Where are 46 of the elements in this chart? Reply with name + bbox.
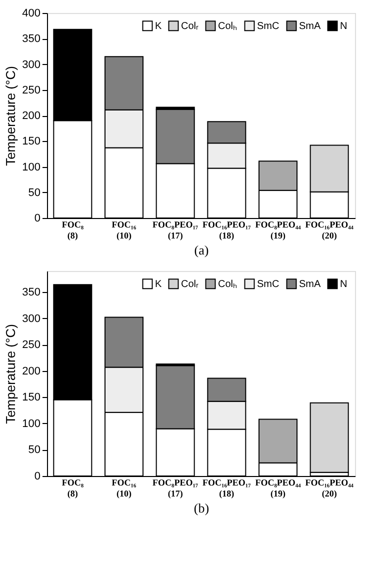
x-tick-label: FOC₁₆ (10) xyxy=(112,220,136,240)
y-tick-label: 300 xyxy=(22,312,40,325)
x-tick-label: FOC₁₆PEO₄₄ (20) xyxy=(305,220,354,240)
y-tick-label: 250 xyxy=(22,339,40,352)
legend-label: SmC xyxy=(257,278,280,290)
x-tick-label: FOC₈ (8) xyxy=(62,478,84,498)
y-tick-label: 350 xyxy=(22,286,40,299)
y-tick-label: 100 xyxy=(22,418,40,430)
y-tick-label: 400 xyxy=(22,8,40,20)
legend-label: N xyxy=(340,20,348,32)
x-axis-title: (b) xyxy=(194,500,210,516)
bar xyxy=(310,402,349,473)
x-tick-label: FOC₈PEO₄₄ (19) xyxy=(255,220,302,240)
x-tick-label: FOC₈ (8) xyxy=(62,220,84,240)
y-tick-label: 300 xyxy=(22,58,40,71)
x-tick-label: FOC₈PEO₄₄ (19) xyxy=(255,478,302,498)
y-tick-label: 250 xyxy=(22,84,40,96)
y-axis-title: Temperature (°C) xyxy=(3,324,18,424)
y-tick-label: 150 xyxy=(22,392,40,404)
x-axis-title: (a) xyxy=(194,242,209,258)
legend-label: Colᵣ xyxy=(181,20,200,32)
legend-label: SmC xyxy=(257,20,280,32)
legend-label: Colₕ xyxy=(218,20,238,32)
x-tick-label: FOC₁₆ (10) xyxy=(112,478,136,498)
legend-label: K xyxy=(155,278,162,290)
legend-label: K xyxy=(155,20,162,32)
y-tick-label: 200 xyxy=(22,365,40,378)
x-tick-label: FOC₁₆PEO₁₇ (18) xyxy=(202,220,252,240)
x-tick-label: FOC₁₆PEO₄₄ (20) xyxy=(305,478,354,498)
y-tick-label: 200 xyxy=(22,110,40,122)
x-tick-label: FOC₈PEO₁₇ (17) xyxy=(152,220,198,240)
y-tick-label: 0 xyxy=(34,470,40,482)
legend-label: Colᵣ xyxy=(181,278,200,290)
y-tick-label: 350 xyxy=(22,33,40,46)
legend-label: Colₕ xyxy=(218,278,238,290)
legend-label: N xyxy=(340,278,348,290)
x-tick-label: FOC₁₆PEO₁₇ (18) xyxy=(202,478,252,498)
y-tick-label: 150 xyxy=(22,136,40,148)
y-tick-label: 0 xyxy=(34,212,40,224)
y-tick-label: 50 xyxy=(28,186,40,199)
legend-label: SmA xyxy=(299,20,321,32)
y-tick-label: 100 xyxy=(22,161,40,174)
x-tick-label: FOC₈PEO₁₇ (17) xyxy=(152,478,198,498)
legend-label: SmA xyxy=(299,278,321,290)
y-tick-label: 50 xyxy=(28,444,40,456)
y-axis-title: Temperature (°C) xyxy=(3,66,18,166)
